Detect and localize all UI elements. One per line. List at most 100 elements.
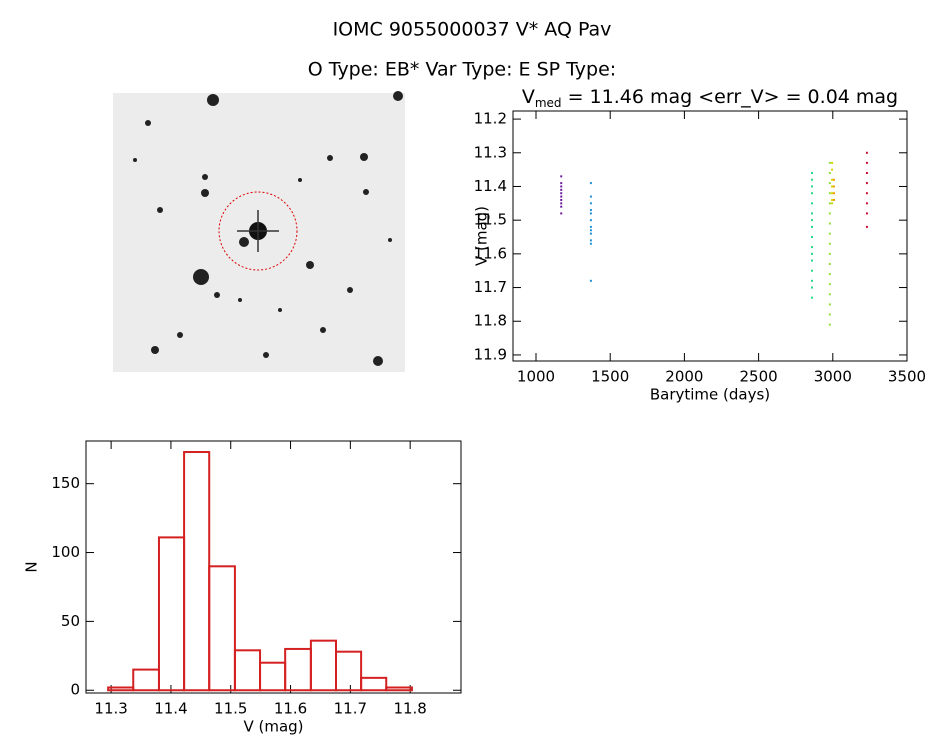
data-point [832, 185, 835, 188]
y-tick-label: 11.9 [474, 345, 507, 363]
data-point [589, 232, 592, 235]
data-point [831, 168, 834, 171]
title-rest: = 11.46 mag <err_V> = 0.04 mag [562, 86, 899, 108]
x-tick-label: 11.5 [214, 700, 247, 718]
data-point [832, 178, 835, 181]
data-point [831, 161, 834, 164]
data-point [828, 202, 831, 205]
data-point [831, 178, 834, 181]
data-point [865, 212, 868, 215]
y-tick-label: 100 [51, 543, 80, 561]
histogram-bar [284, 647, 312, 692]
x-tick-label: 11.7 [334, 700, 367, 718]
data-point [811, 246, 814, 249]
target-spikes [237, 210, 279, 252]
target-circle [218, 191, 298, 271]
data-point [589, 202, 592, 205]
x-axis-label: V (mag) [243, 718, 303, 736]
data-point [560, 182, 563, 185]
x-tick-label: 1500 [591, 368, 629, 386]
data-point [811, 286, 814, 289]
title-sub: med [535, 96, 562, 110]
y-axis-label: N [23, 561, 41, 572]
data-point [828, 323, 831, 326]
data-point [865, 151, 868, 154]
histogram-bar [335, 650, 363, 692]
page-subtitle: O Type: EB* Var Type: E SP Type: [308, 59, 616, 81]
data-point [811, 171, 814, 174]
data-point [828, 242, 831, 245]
plot-title: Vmed = 11.46 mag <err_V> = 0.04 mag [522, 86, 898, 110]
data-point [811, 252, 814, 255]
data-point [811, 178, 814, 181]
data-point [831, 192, 834, 195]
x-tick-label: 3500 [888, 368, 926, 386]
histogram-bar [208, 565, 236, 692]
y-tick-label: 11.4 [474, 177, 507, 195]
data-point [828, 222, 831, 225]
data-point [589, 229, 592, 232]
plot-frame [512, 110, 908, 362]
histogram-bar [309, 639, 337, 692]
x-tick-label: 11.3 [94, 700, 127, 718]
data-point [811, 202, 814, 205]
data-point [831, 202, 834, 205]
data-point [560, 188, 563, 191]
histogram-bar [132, 668, 160, 692]
data-point [828, 182, 831, 185]
data-point [589, 212, 592, 215]
data-point [811, 269, 814, 272]
data-point [865, 161, 868, 164]
data-point [811, 279, 814, 282]
data-point [828, 283, 831, 286]
data-point [560, 205, 563, 208]
data-point [811, 192, 814, 195]
data-point [865, 182, 868, 185]
data-point [811, 225, 814, 228]
data-point [828, 161, 831, 164]
data-point [828, 273, 831, 276]
x-tick-label: 3000 [814, 368, 852, 386]
y-tick-label: 11.6 [474, 244, 507, 262]
data-point [811, 219, 814, 222]
data-point [589, 242, 592, 245]
data-point [828, 252, 831, 255]
y-tick-label: 0 [70, 681, 80, 699]
data-point [811, 259, 814, 262]
x-tick-label: 11.8 [393, 700, 426, 718]
histogram-bar [360, 676, 388, 692]
x-tick-label: 11.6 [274, 700, 307, 718]
x-tick-label: 11.4 [154, 700, 187, 718]
data-point [589, 279, 592, 282]
y-tick-label: 11.5 [474, 211, 507, 229]
x-tick-label: 2000 [665, 368, 703, 386]
histogram-bar [259, 661, 287, 692]
x-axis-label: Barytime (days) [650, 386, 770, 404]
data-point [589, 239, 592, 242]
data-point [828, 192, 831, 195]
y-tick-label: 11.7 [474, 278, 507, 296]
x-tick-label: 1000 [517, 368, 555, 386]
data-point [865, 225, 868, 228]
data-point [865, 171, 868, 174]
y-tick-label: 11.8 [474, 312, 507, 330]
data-point [828, 313, 831, 316]
title-main: V [522, 86, 535, 108]
data-point [811, 212, 814, 215]
data-point [560, 192, 563, 195]
y-tick-label: 11.3 [474, 143, 507, 161]
y-axis-label: V (mag) [473, 206, 491, 266]
data-point [828, 303, 831, 306]
data-point [828, 171, 831, 174]
sky-image [113, 91, 405, 372]
data-point [811, 296, 814, 299]
histogram-bar [233, 649, 262, 692]
data-point [560, 212, 563, 215]
data-point [865, 192, 868, 195]
plot-frame [85, 440, 462, 694]
y-tick-label: 150 [51, 474, 80, 492]
data-point [828, 293, 831, 296]
data-point [560, 198, 563, 201]
y-tick-label: 50 [61, 612, 80, 630]
